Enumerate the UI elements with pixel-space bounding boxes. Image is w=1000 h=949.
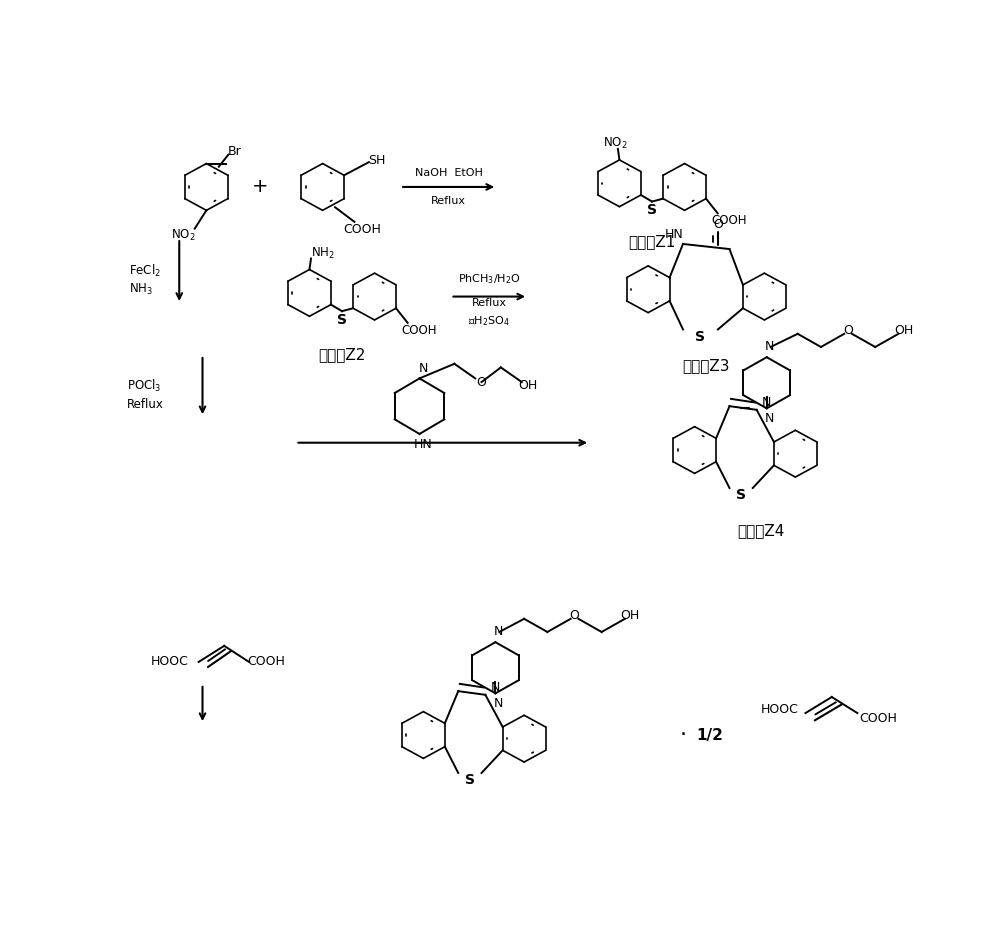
Text: POCl$_3$: POCl$_3$: [127, 379, 161, 395]
Text: NH$_2$: NH$_2$: [311, 246, 335, 261]
Text: Reflux: Reflux: [127, 399, 163, 411]
Text: S: S: [695, 329, 705, 344]
Text: COOH: COOH: [859, 713, 897, 725]
Text: S: S: [647, 203, 657, 217]
Text: COOH: COOH: [402, 324, 437, 337]
Text: N: N: [762, 396, 771, 409]
Text: +: +: [252, 177, 269, 196]
Text: NO$_2$: NO$_2$: [171, 229, 195, 244]
Text: OH: OH: [620, 609, 639, 623]
Text: HOOC: HOOC: [761, 703, 799, 716]
Text: N: N: [765, 341, 774, 353]
Text: O: O: [713, 218, 723, 232]
Text: 中间体Z2: 中间体Z2: [318, 347, 366, 363]
Text: 中间体Z4: 中间体Z4: [737, 523, 784, 538]
Text: 中间体Z3: 中间体Z3: [682, 359, 730, 374]
Text: 1/2: 1/2: [697, 728, 724, 742]
Text: HN: HN: [664, 228, 683, 241]
Text: N: N: [419, 362, 428, 375]
Text: SH: SH: [368, 154, 385, 167]
Text: OH: OH: [518, 380, 538, 392]
Text: N: N: [494, 698, 503, 710]
Text: S: S: [465, 773, 475, 788]
Text: PhCH$_3$/H$_2$O: PhCH$_3$/H$_2$O: [458, 271, 521, 286]
Text: S: S: [736, 489, 746, 502]
Text: O: O: [843, 325, 853, 338]
Text: 浓H$_2$SO$_4$: 浓H$_2$SO$_4$: [468, 314, 510, 328]
Text: N: N: [491, 681, 500, 694]
Text: ·: ·: [680, 725, 686, 745]
Text: COOH: COOH: [343, 223, 381, 235]
Text: N: N: [765, 412, 774, 425]
Text: NH$_3$: NH$_3$: [129, 282, 153, 297]
Text: COOH: COOH: [712, 214, 747, 227]
Text: Br: Br: [228, 145, 241, 158]
Text: 中间体Z1: 中间体Z1: [628, 234, 676, 250]
Text: HN: HN: [414, 437, 433, 451]
Text: Reflux: Reflux: [431, 195, 466, 206]
Text: NaOH  EtOH: NaOH EtOH: [415, 168, 482, 178]
Text: FeCl$_2$: FeCl$_2$: [129, 263, 161, 279]
Text: COOH: COOH: [247, 656, 285, 668]
Text: Reflux: Reflux: [472, 298, 507, 308]
Text: OH: OH: [894, 325, 914, 338]
Text: N: N: [494, 625, 503, 639]
Text: O: O: [570, 609, 579, 623]
Text: S: S: [337, 313, 347, 327]
Text: HOOC: HOOC: [151, 656, 189, 668]
Text: O: O: [477, 376, 486, 388]
Text: NO$_2$: NO$_2$: [603, 137, 628, 152]
